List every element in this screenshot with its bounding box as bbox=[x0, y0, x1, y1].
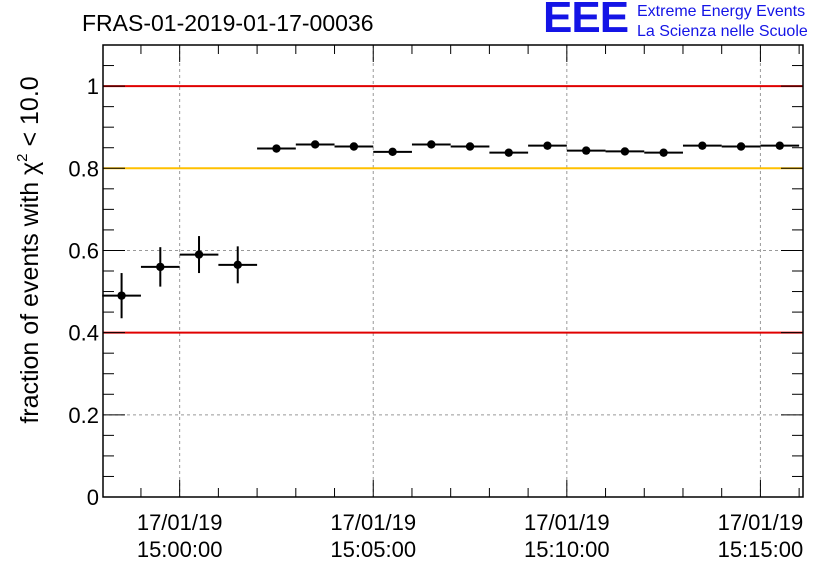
point-marker bbox=[233, 260, 242, 270]
point-marker bbox=[310, 140, 320, 149]
point-marker bbox=[736, 142, 746, 151]
data-point bbox=[721, 142, 761, 151]
x-tick-label-date: 17/01/19 bbox=[718, 510, 804, 535]
point-marker bbox=[698, 141, 707, 150]
y-tick-label: 0.8 bbox=[68, 156, 99, 181]
y-tick-label: 0.6 bbox=[68, 238, 99, 263]
point-marker bbox=[543, 141, 552, 150]
data-point bbox=[450, 142, 490, 151]
point-marker bbox=[620, 147, 630, 156]
data-point bbox=[605, 147, 645, 156]
point-marker bbox=[427, 140, 436, 149]
point-marker bbox=[659, 148, 668, 157]
logo-mark: EEE bbox=[543, 0, 629, 42]
y-tick-label: 1 bbox=[87, 74, 99, 99]
data-point bbox=[373, 147, 412, 157]
data-point bbox=[411, 140, 451, 149]
y-tick-label: 0.2 bbox=[68, 403, 99, 428]
axes bbox=[102, 44, 804, 498]
data-point bbox=[489, 148, 529, 157]
point-marker bbox=[349, 142, 359, 151]
y-axis-label-superscript: 2 bbox=[14, 153, 31, 161]
x-tick-label-date: 17/01/19 bbox=[330, 510, 416, 535]
point-marker bbox=[465, 142, 475, 151]
data-point bbox=[682, 141, 722, 150]
data-point bbox=[218, 246, 258, 284]
data-point bbox=[334, 142, 374, 151]
data-point bbox=[179, 236, 219, 274]
chart-title: FRAS-01-2019-01-17-00036 bbox=[82, 10, 374, 36]
data-point bbox=[760, 141, 800, 150]
y-axis-label-threshold: < 10.0 bbox=[16, 76, 44, 153]
data-point bbox=[644, 148, 683, 157]
point-marker bbox=[581, 146, 591, 155]
point-marker bbox=[156, 262, 165, 272]
x-tick-label-time: 15:05:00 bbox=[330, 537, 416, 562]
y-axis-label-main: fraction of events with χ bbox=[16, 162, 44, 424]
data-point bbox=[566, 146, 606, 155]
x-tick-label-date: 17/01/19 bbox=[524, 510, 610, 535]
plot-frame bbox=[102, 44, 804, 498]
data-point bbox=[295, 140, 335, 149]
data-points bbox=[102, 140, 800, 319]
reference-lines bbox=[103, 85, 803, 334]
x-tick-label-time: 15:15:00 bbox=[718, 537, 804, 562]
x-tick-label-time: 15:10:00 bbox=[524, 537, 610, 562]
logo-line-2: La Scienza nelle Scuole bbox=[637, 23, 808, 40]
tick-labels: 00.20.40.60.8117/01/1915:00:0017/01/1915… bbox=[68, 74, 803, 562]
data-point bbox=[257, 144, 296, 153]
logo-line-1: Extreme Energy Events bbox=[637, 3, 806, 20]
x-tick-label-date: 17/01/19 bbox=[137, 510, 223, 535]
point-marker bbox=[388, 147, 397, 157]
data-point bbox=[140, 247, 180, 287]
y-tick-label: 0 bbox=[87, 485, 99, 510]
y-axis-label: fraction of events with χ2 < 10.0 bbox=[14, 76, 44, 423]
point-marker bbox=[194, 250, 204, 259]
y-tick-label: 0.4 bbox=[68, 321, 99, 346]
data-point bbox=[102, 273, 141, 319]
point-marker bbox=[504, 148, 513, 157]
point-marker bbox=[117, 291, 126, 300]
point-marker bbox=[272, 144, 281, 153]
logo-caption: Extreme Energy Events La Scienza nelle S… bbox=[637, 2, 808, 42]
data-point bbox=[528, 141, 567, 150]
grid-lines bbox=[103, 45, 803, 497]
point-marker bbox=[775, 141, 784, 150]
x-tick-label-time: 15:00:00 bbox=[137, 537, 223, 562]
